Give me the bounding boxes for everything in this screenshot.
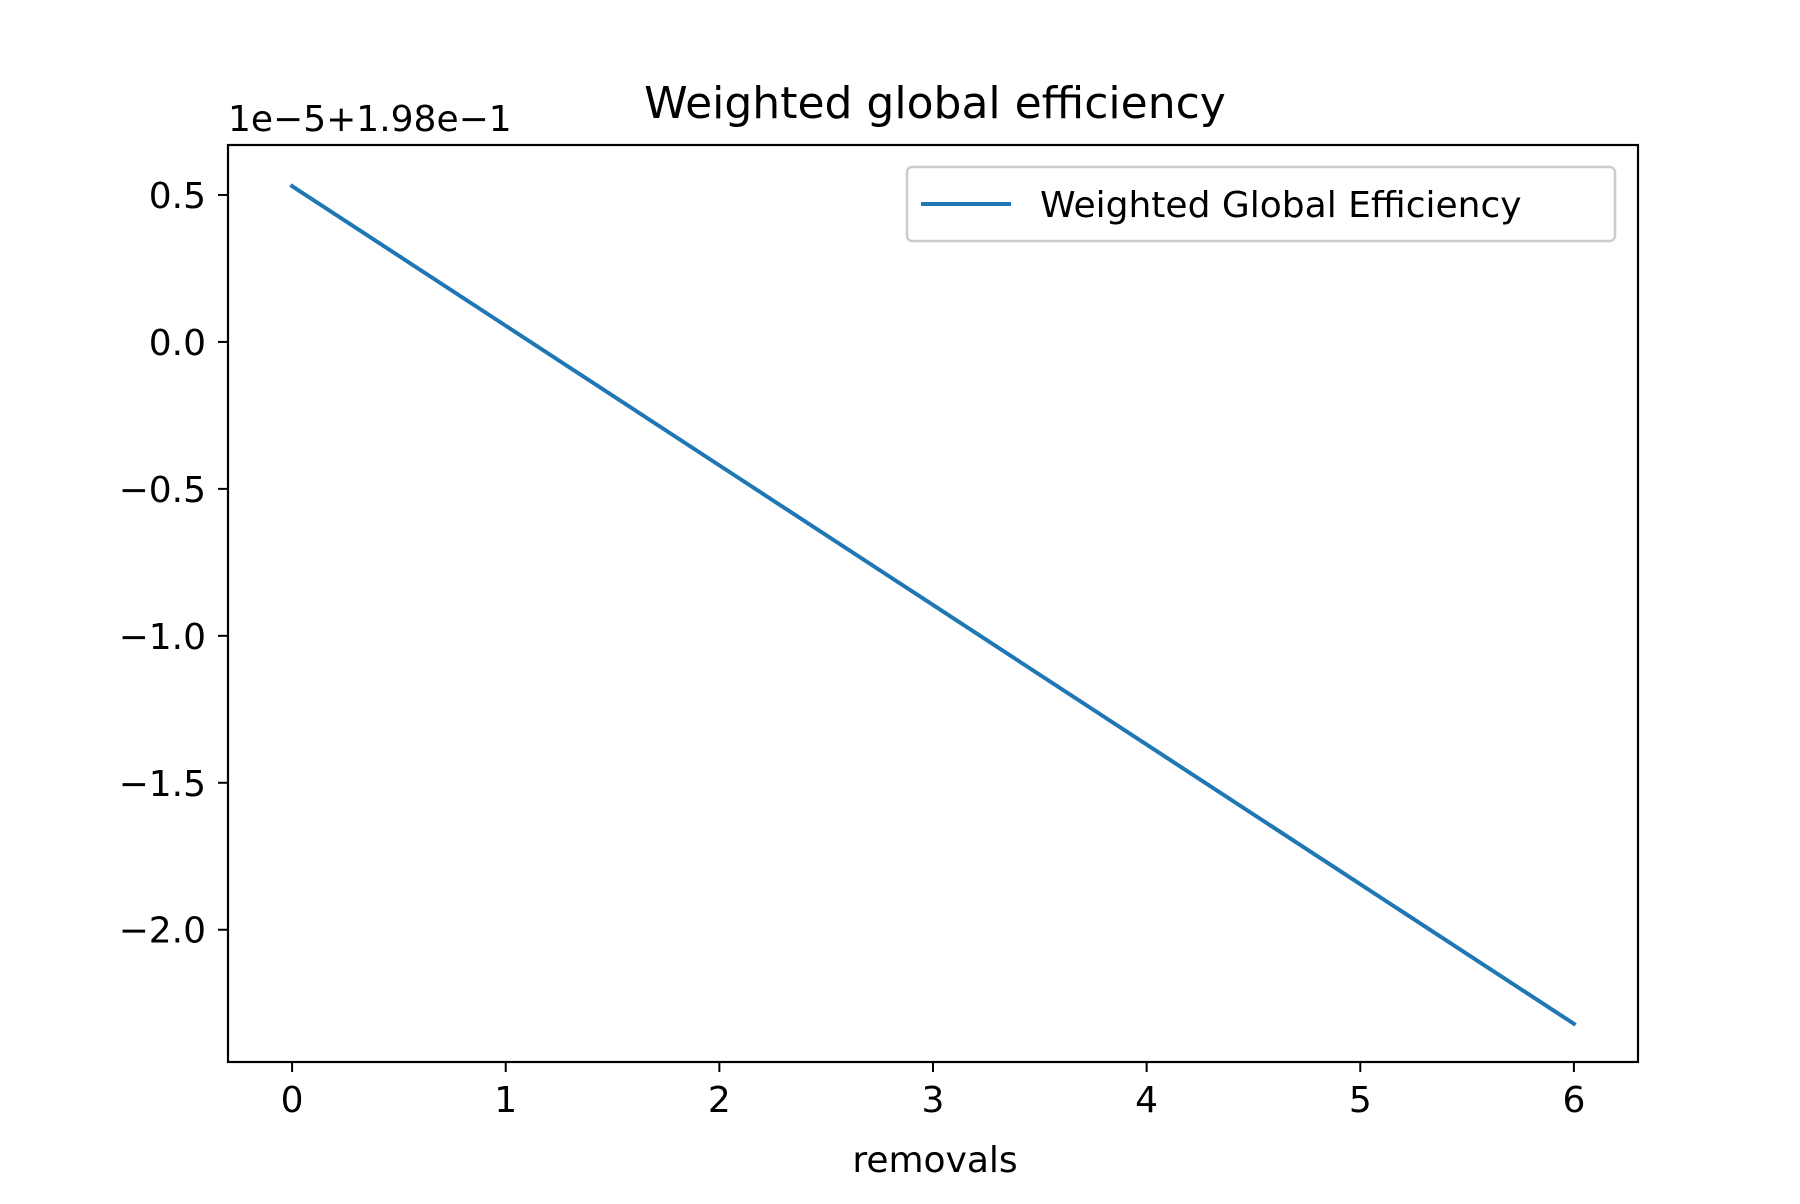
chart-title: Weighted global efficiency — [644, 78, 1226, 129]
x-tick-label: 0 — [281, 1080, 304, 1121]
y-tick-label: 0.5 — [149, 176, 206, 217]
series-line — [289, 183, 1577, 1027]
y-tick-label: −2.0 — [119, 911, 206, 952]
x-tick-label: 5 — [1349, 1080, 1372, 1121]
y-tick-label: −0.5 — [119, 470, 206, 511]
x-tick-label: 3 — [922, 1080, 945, 1121]
x-axis-label: removals — [852, 1140, 1017, 1181]
y-tick-label: −1.0 — [119, 617, 206, 658]
y-offset-text: 1e−5+1.98e−1 — [228, 99, 512, 140]
legend-box — [905, 165, 1617, 243]
x-tick-label: 6 — [1562, 1080, 1585, 1121]
legend-label: Weighted Global Efficiency — [1040, 185, 1522, 226]
y-tick-label: 0.0 — [149, 323, 206, 364]
plot-area: 0 1 2 3 4 5 6 0.5 0.0 −0.5 −1.0 −1.5 −2.0 Weighted Gl… — [119, 143, 1640, 1121]
x-tick-label: 1 — [494, 1080, 517, 1121]
x-tick-label: 4 — [1135, 1080, 1158, 1121]
y-tick-label: −1.5 — [119, 764, 206, 805]
x-tick-label: 2 — [708, 1080, 731, 1121]
